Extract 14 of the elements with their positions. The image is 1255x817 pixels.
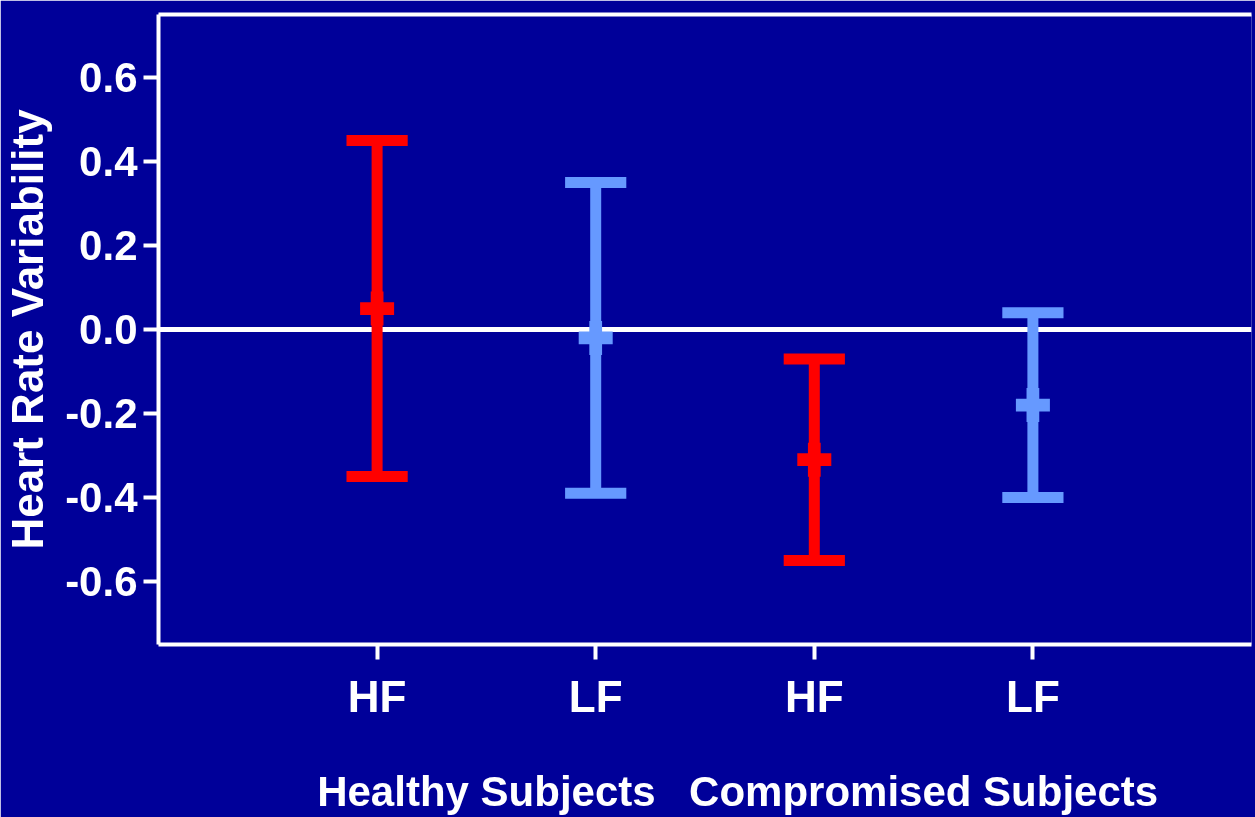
- y-tick-label: 0.0: [79, 306, 138, 353]
- x-tick-label: LF: [1006, 671, 1060, 721]
- x-tick-label: HF: [784, 671, 844, 721]
- y-axis-title: Heart Rate Variability: [3, 108, 53, 550]
- y-tick-label: 0.6: [79, 54, 138, 101]
- y-tick-label: -0.2: [65, 390, 138, 437]
- y-tick-label: 0.2: [79, 222, 138, 269]
- x-tick-label: HF: [347, 671, 407, 721]
- y-tick-label: -0.4: [65, 474, 139, 521]
- x-tick-label: LF: [568, 671, 623, 721]
- text: Healthy Subjects: [317, 767, 656, 815]
- y-tick-label: -0.6: [65, 558, 138, 605]
- y-tick-label: 0.4: [79, 138, 139, 185]
- text: Compromised Subjects: [689, 767, 1159, 815]
